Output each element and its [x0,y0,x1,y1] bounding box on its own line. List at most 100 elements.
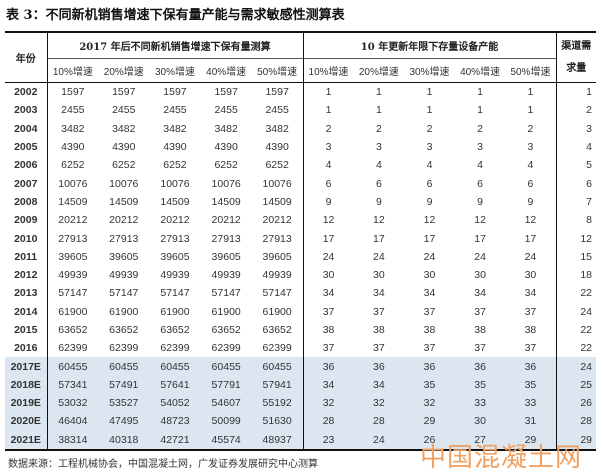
stock-cell: 14509 [109,195,139,208]
stock-cell: 27913 [262,232,292,245]
stock-cell: 63652 [211,324,241,336]
stock-cell: 57341 [46,375,99,395]
capacity-cell: 2 [477,122,483,135]
channel-demand-cell: 29 [555,430,597,451]
channel-demand-cell: 6 [555,174,597,193]
channel-demand-header: 渠道需求量 [555,31,597,83]
capacity-cell: 1 [477,104,483,117]
capacity-cell: 32 [353,394,405,413]
capacity-cell: 37 [423,342,436,355]
year-cell: 2004 [14,122,38,135]
capacity-cell: 28 [302,412,354,431]
capacity-cell: 24 [524,250,537,263]
capacity-cell: 28 [353,412,405,431]
year-cell: 2002 [14,86,38,99]
year-cell: 2003 [14,104,38,117]
stock-cell: 14509 [211,195,241,208]
table-row: 2015 63652 63652 63652 63652 63652 38 38 38 38 38 2… [5,320,597,340]
capacity-cell: 17 [474,232,486,245]
capacity-cell: 30 [474,269,486,282]
capacity-cell: 17 [373,232,385,245]
stock-cell: 6252 [46,156,99,175]
capacity-cell: 1 [302,82,354,102]
stock-cell: 62399 [46,339,99,358]
capacity-cell: 38 [524,324,537,336]
channel-demand-cell: 22 [555,284,597,303]
table-row: 2002 1597 1597 1597 1597 1597 1 1 1 1 1 1 [5,82,597,102]
stock-cell: 62399 [109,342,139,355]
channel-demand-cell: 2 [555,101,597,120]
stock-cell: 51630 [251,412,303,431]
stock-cell: 1597 [214,86,238,99]
capacity-cell: 3 [527,141,534,154]
stock-cell: 57941 [251,375,303,395]
stock-cell: 4390 [112,141,136,154]
capacity-cell: 34 [423,287,436,300]
capacity-cell: 4 [302,156,354,175]
stock-cell: 48937 [251,430,303,451]
capacity-cell: 38 [474,324,486,336]
capacity-cell: 36 [454,357,506,376]
channel-demand-cell: 24 [555,302,597,321]
stock-cell: 27913 [160,232,190,245]
year-cell: 2007 [14,177,38,190]
capacity-cell: 6 [527,177,534,190]
capacity-cell: 1 [302,101,354,120]
table-row: 2007 10076 10076 10076 10076 10076 6 6 6 6 6 6 [5,174,597,193]
capacity-cell: 32 [404,394,455,413]
year-cell: 2009 [14,214,38,227]
year-cell: 2011 [14,250,38,263]
stock-cell: 40318 [98,430,150,451]
stock-cell: 39605 [109,250,139,263]
stock-cell: 57491 [98,375,150,395]
stock-cell: 61900 [160,305,190,318]
stock-subheader: 30%增速 [149,58,201,83]
table-row: 2021E 38314 40318 42721 45574 48937 23 24 26 27 29… [5,430,597,451]
year-cell: 2018E [5,375,47,395]
capacity-cell: 2 [527,122,534,135]
stock-cell: 46404 [46,412,99,431]
stock-subheader: 40%增速 [200,58,252,83]
channel-demand-cell: 18 [555,265,597,285]
stock-cell: 10076 [211,177,241,190]
stock-cell: 48723 [149,412,201,431]
capacity-cell: 3 [375,141,382,154]
stock-group-header: 2017 年后不同新机销售增速下保有量测算 [46,31,303,59]
capacity-cell: 2 [302,119,354,138]
capacity-cell: 1 [477,86,483,99]
table-row: 2003 2455 2455 2455 2455 2455 1 1 1 1 1 2 [5,101,597,120]
channel-demand-cell: 28 [555,412,597,431]
capacity-cell: 34 [302,375,354,395]
table-row: 2014 61900 61900 61900 61900 61900 37 37 37 37 37 2… [5,302,597,321]
capacity-cell: 32 [302,394,354,413]
stock-cell: 2455 [46,101,99,120]
stock-cell: 10076 [160,177,190,190]
capacity-cell: 34 [302,284,354,303]
capacity-cell: 2 [426,122,433,135]
stock-cell: 6252 [214,159,238,172]
stock-cell: 42721 [149,430,201,451]
capacity-cell: 38 [302,320,354,340]
stock-cell: 49939 [160,269,190,282]
capacity-cell: 1 [527,86,534,99]
sensitivity-table: 年份 2017 年后不同新机销售增速下保有量测算 10 年更新年限下存量设备产能… [5,31,597,451]
stock-cell: 10076 [109,177,139,190]
capacity-cell: 1 [375,86,382,99]
capacity-cell: 34 [353,375,405,395]
stock-cell: 1597 [265,86,289,99]
stock-cell: 53527 [98,394,150,413]
stock-cell: 57147 [211,287,241,300]
capacity-cell: 4 [426,159,433,172]
stock-cell: 27913 [109,232,139,245]
stock-cell: 1597 [163,86,187,99]
capacity-cell: 12 [474,214,486,227]
channel-demand-cell: 1 [555,82,597,102]
capacity-cell: 37 [474,305,486,318]
capacity-subheader: 50%增速 [505,58,557,83]
year-cell: 2021E [5,430,47,451]
table-row: 2016 62399 62399 62399 62399 62399 37 37 37 37 37 2… [5,339,597,358]
capacity-cell: 17 [423,232,436,245]
stock-cell: 62399 [262,342,292,355]
capacity-cell: 30 [373,269,385,282]
stock-cell: 54607 [200,394,252,413]
